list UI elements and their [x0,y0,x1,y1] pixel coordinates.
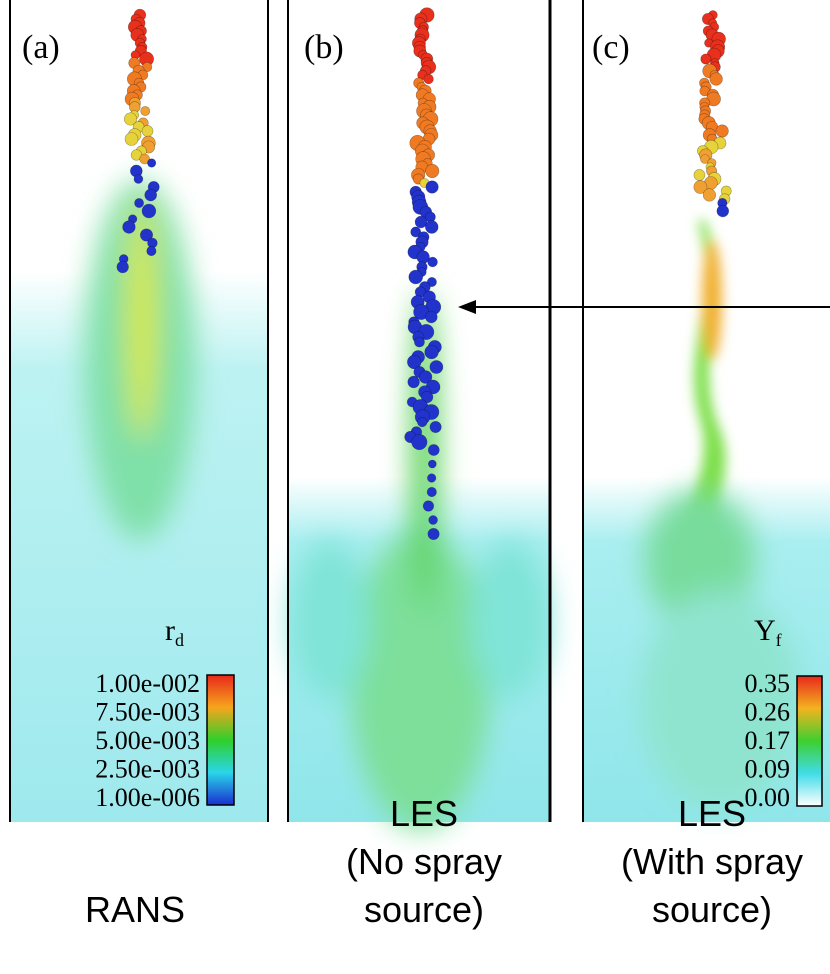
colorbar-tick-label: 5.00e-003 [95,726,200,755]
panel-caption: (No spray [346,841,502,882]
panel-caption: LES [390,793,458,834]
plume-c-lower [640,490,800,810]
droplet [429,360,444,374]
droplet [414,215,428,229]
droplets [116,7,732,540]
panel-label: (b) [304,29,344,66]
droplet [141,203,157,219]
droplet [702,188,717,202]
subscript: f [776,630,782,650]
droplet [414,336,425,348]
droplet [144,188,157,202]
droplet [146,245,157,257]
droplet [693,180,708,194]
droplet [421,390,434,404]
panel-caption: LES [678,793,746,834]
droplet [417,416,428,428]
droplet [408,269,423,285]
colorbar-tick-label: 1.00e-006 [95,783,200,812]
colorbar-title: rd [165,614,184,650]
droplet [427,528,440,540]
droplet [716,204,730,218]
droplet [700,53,712,65]
droplet [427,444,440,456]
droplet [715,124,729,138]
droplet [123,112,138,126]
colorbar-tick-label: 2.50e-003 [95,755,200,784]
droplet [140,106,151,116]
panel-label: (c) [592,29,630,66]
colorbar-tick-label: 0.35 [745,669,791,698]
droplet [709,72,723,86]
symbol: r [165,614,175,647]
droplet [141,125,154,137]
droplet [426,487,437,497]
droplet [428,515,438,525]
plume-a [85,180,195,540]
droplet [133,174,144,184]
colorbar-title: Yf [754,614,782,650]
droplet [427,473,437,483]
droplet [407,375,420,389]
colorbar-tick-label: 0.17 [745,726,791,755]
colorbar-tick-label: 0.26 [745,698,791,727]
panel-caption: source) [364,889,484,930]
droplet [411,433,428,451]
subscript: d [175,630,184,650]
droplet [140,228,153,242]
colorbar-tick-label: 7.50e-003 [95,698,200,727]
droplet [425,164,440,178]
symbol: Y [754,614,776,647]
droplet [425,180,439,194]
droplet [700,154,710,164]
colorbar [206,674,235,806]
droplet [424,344,439,360]
droplet [693,169,706,181]
panel-caption: RANS [85,889,185,930]
droplet [139,153,150,165]
droplet [147,158,157,168]
droplet [425,310,438,324]
droplet [429,421,442,433]
droplet [425,220,439,234]
panel-label: (a) [22,29,60,66]
plume-c [688,220,726,560]
droplet [134,198,144,208]
droplet [427,256,438,268]
colorbar-tick-label: 1.00e-002 [95,669,200,698]
droplet [410,226,422,238]
droplet [116,260,129,274]
droplet [428,459,437,469]
arrow-head [458,300,476,314]
panel-caption: source) [652,889,772,930]
droplet [407,354,422,370]
droplet [422,500,435,512]
colorbar [796,675,823,807]
panel-caption: (With spray [621,841,803,882]
droplet [423,73,434,85]
colorbar-tick-label: 0.09 [745,755,791,784]
droplet [418,370,433,384]
droplet [122,220,136,234]
colorbar-tick-label: 0.00 [745,783,791,812]
droplet [124,132,139,146]
